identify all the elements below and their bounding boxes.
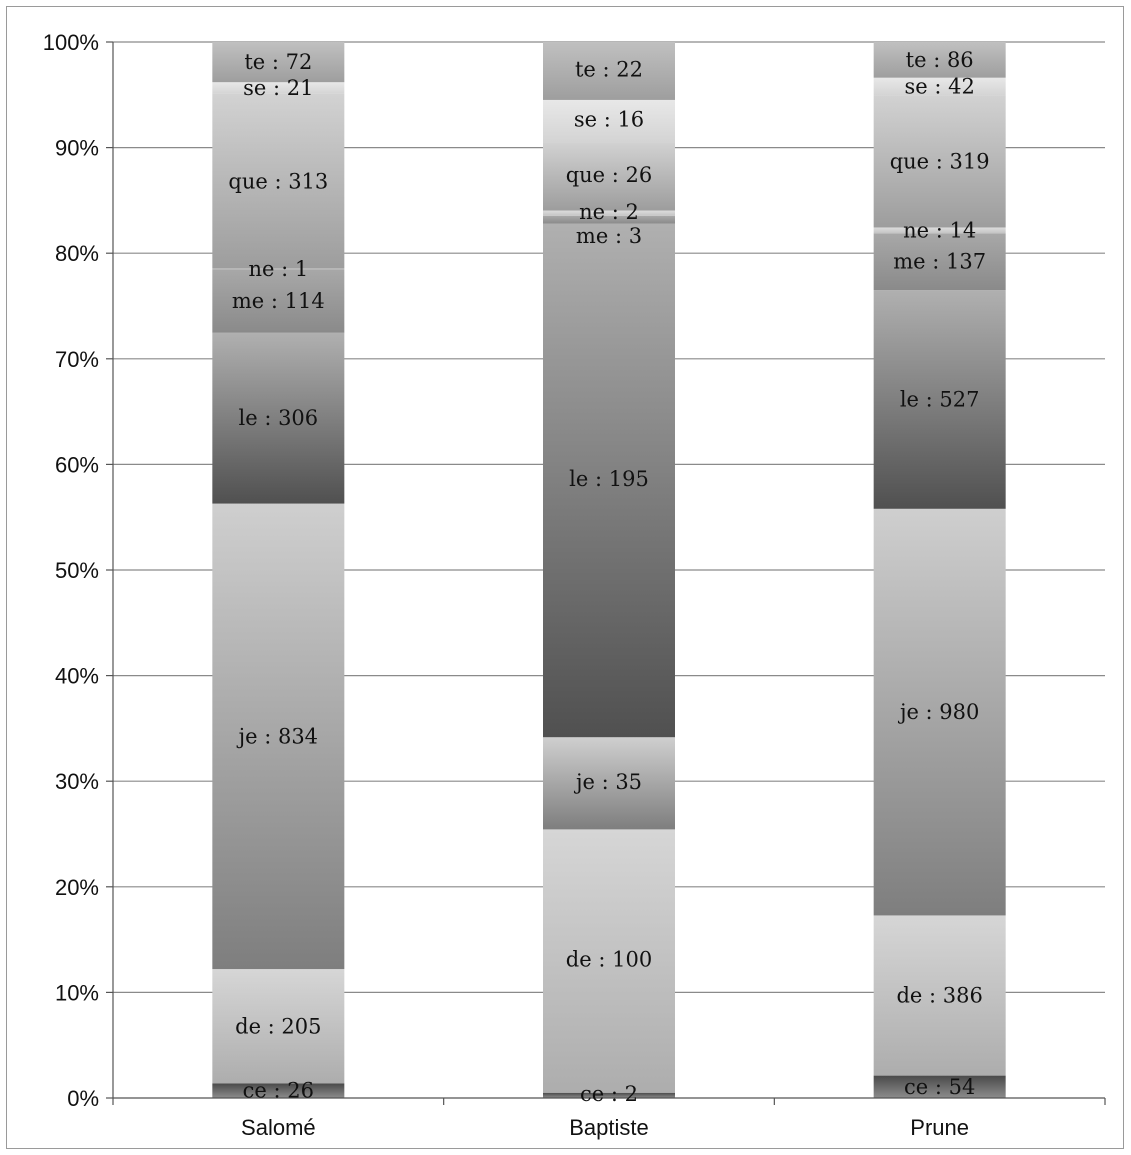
y-tick-label: 90% <box>55 136 99 161</box>
y-tick-label: 80% <box>55 241 99 266</box>
segment-label-ce: ce : 54 <box>904 1075 975 1099</box>
bar-segment-me-0 <box>212 269 345 333</box>
segment-label-te: te : 72 <box>244 50 312 74</box>
segment-label-de: de : 386 <box>896 984 982 1008</box>
bar-segment-le-0 <box>212 332 345 504</box>
segment-label-te: te : 86 <box>906 48 974 72</box>
segment-label-ne: ne : 2 <box>579 200 639 224</box>
segment-label-que: que : 26 <box>566 163 653 187</box>
bar-segment-je-0 <box>212 503 345 970</box>
bar-segment-que-0 <box>212 93 345 269</box>
y-tick-label: 60% <box>55 452 99 477</box>
y-tick-label: 100% <box>43 30 99 55</box>
bar-segment-se-0 <box>212 82 345 94</box>
bar-segment-le-1 <box>543 223 675 738</box>
segment-label-je: je : 980 <box>897 700 979 724</box>
bar-segment-je-1 <box>543 737 675 830</box>
x-tick-label: Salomé <box>241 1115 316 1140</box>
y-tick-label: 0% <box>67 1086 99 1111</box>
segment-label-de: de : 100 <box>566 948 652 972</box>
bar-segment-te-2 <box>873 42 1006 78</box>
segment-labels: ce : 26 de : 205 je : 834 le : 306 me : 114 n… <box>228 48 989 1106</box>
bar-segment-que-1 <box>543 142 675 211</box>
segment-label-ne: ne : 14 <box>903 218 976 242</box>
segment-label-me: me : 114 <box>232 289 325 313</box>
segment-label-le: le : 195 <box>569 467 649 491</box>
segment-label-je: je : 834 <box>236 724 318 748</box>
bar-segment-que-2 <box>873 95 1006 228</box>
segment-label-te: te : 22 <box>575 58 643 82</box>
segment-label-je: je : 35 <box>573 770 642 794</box>
bar-segment-me-1 <box>543 215 675 224</box>
bar-segment-de-2 <box>873 915 1006 1076</box>
bar-segment-se-2 <box>873 77 1006 96</box>
bar-segment-le-2 <box>873 290 1006 509</box>
y-tick-label: 40% <box>55 664 99 689</box>
segment-label-ce: ce : 2 <box>580 1082 638 1106</box>
segment-label-se: se : 21 <box>243 76 313 100</box>
y-tick-label: 50% <box>55 558 99 583</box>
x-tick-label: Prune <box>910 1115 969 1140</box>
bar-segment-ce-2 <box>873 1075 1006 1098</box>
bar-segment-de-0 <box>212 969 345 1084</box>
bar-segment-de-1 <box>543 829 675 1093</box>
axes: 0% 10% 20% 30% 40% 50% 60% 70% 80% 90% 100% Salomé B… <box>43 30 1106 1140</box>
segment-label-me: me : 3 <box>576 224 642 248</box>
bar-segment-ne-1 <box>543 210 675 216</box>
segment-label-le: le : 306 <box>239 406 319 430</box>
y-tick-label: 10% <box>55 980 99 1005</box>
bar-segment-te-1 <box>543 42 675 100</box>
y-tick-label: 30% <box>55 769 99 794</box>
bar-segment-ce-1 <box>543 1092 675 1098</box>
segment-label-se: se : 16 <box>574 108 644 132</box>
segment-label-ce: ce : 26 <box>243 1079 314 1103</box>
segment-label-de: de : 205 <box>235 1014 321 1038</box>
segment-label-me: me : 137 <box>893 250 986 274</box>
bar-segment-ce-0 <box>212 1083 345 1098</box>
bar-segment-ne-0 <box>212 268 345 270</box>
segment-label-que: que : 319 <box>890 149 990 173</box>
y-tick-label: 20% <box>55 875 99 900</box>
segment-label-que: que : 313 <box>228 169 328 193</box>
bar-segment-ne-2 <box>873 227 1006 234</box>
y-tick-label: 70% <box>55 347 99 372</box>
segment-label-se: se : 42 <box>904 74 974 98</box>
bar-segment-te-0 <box>212 42 345 83</box>
bars <box>212 42 1006 1098</box>
x-tick-label: Baptiste <box>569 1115 649 1140</box>
segment-label-ne: ne : 1 <box>248 257 308 281</box>
bar-segment-me-2 <box>873 233 1006 291</box>
bar-segment-je-2 <box>873 508 1006 916</box>
bar-segment-se-1 <box>543 99 675 143</box>
segment-label-le: le : 527 <box>900 387 980 411</box>
